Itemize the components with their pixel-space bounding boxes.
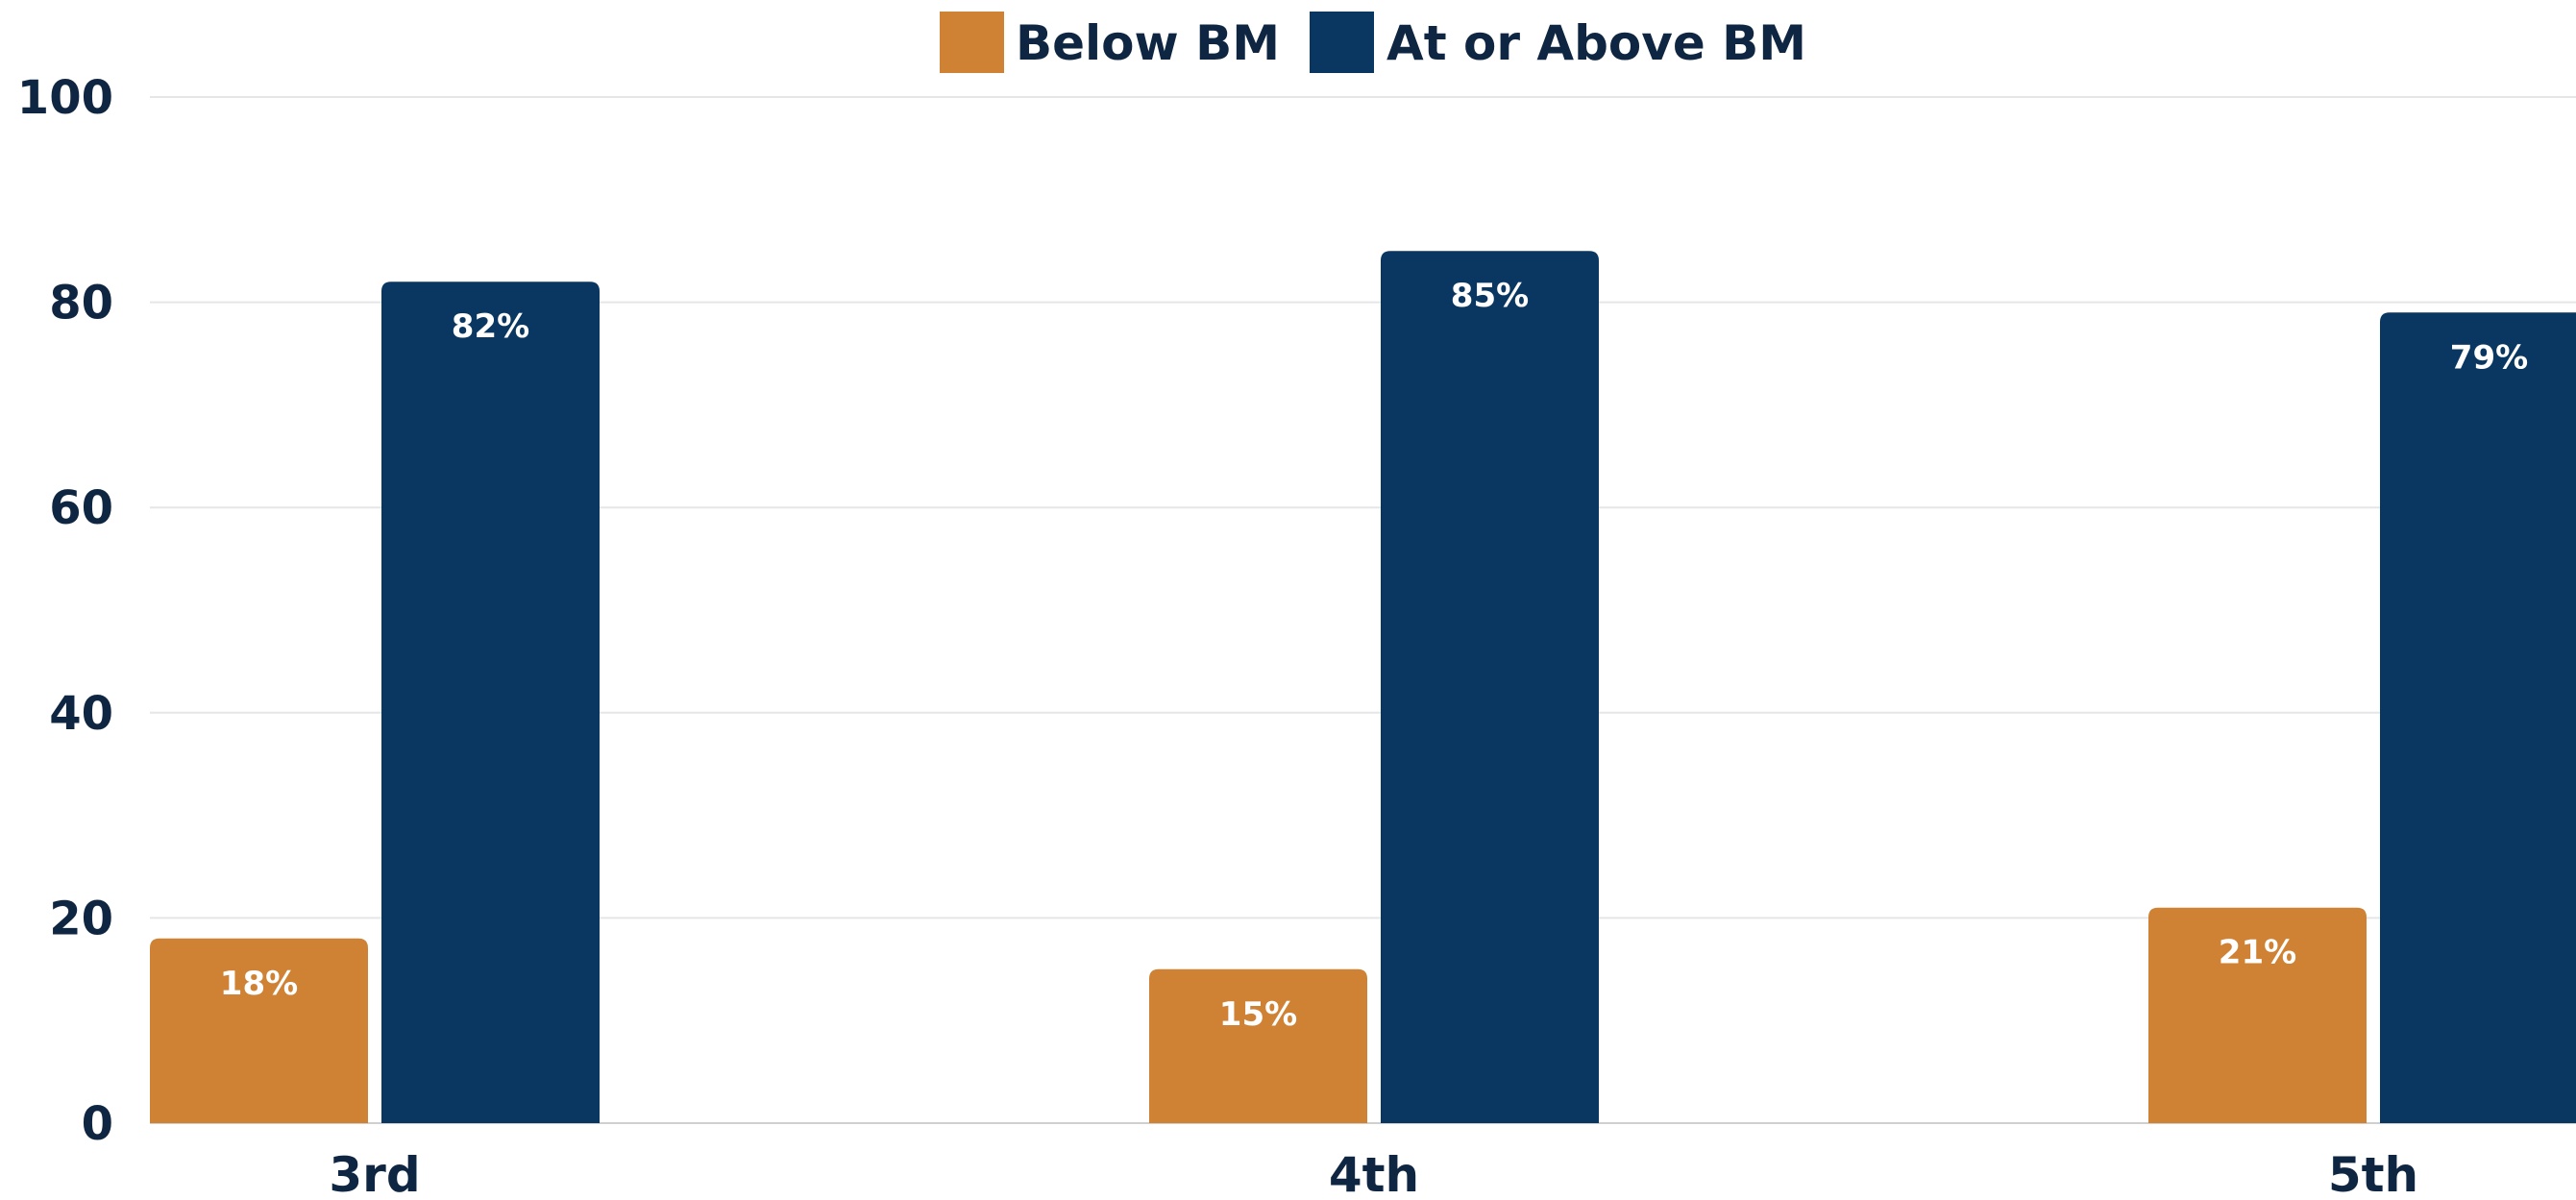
bars: 18% 82% 15% 85% 21% 79% (150, 251, 2576, 1123)
legend-swatch (1310, 12, 1374, 73)
y-axis-ticks: 0 20 40 60 80 100 (17, 71, 113, 1151)
data-label: 82% (452, 307, 529, 346)
x-axis-ticks: 3rd 4th 5th (329, 1147, 2418, 1200)
bar-4th-at-or-above-bm (1381, 251, 1599, 1123)
data-label: 21% (2219, 934, 2296, 972)
legend-item-below-bm: Below BM (940, 12, 1280, 73)
data-label: 15% (1219, 995, 1297, 1034)
y-tick-label: 80 (49, 277, 113, 331)
legend-swatch (940, 12, 1004, 73)
legend-item-at-or-above-bm: At or Above BM (1310, 12, 1806, 73)
legend-label: At or Above BM (1386, 15, 1806, 71)
y-tick-label: 20 (49, 892, 113, 945)
bar-5th-at-or-above-bm (2380, 312, 2576, 1123)
data-label: 79% (2450, 338, 2528, 377)
bar-4th-below-bm (1149, 968, 1367, 1123)
x-tick-label: 5th (2328, 1147, 2418, 1200)
y-tick-label: 40 (49, 687, 113, 741)
y-tick-label: 60 (49, 481, 113, 535)
bar-3rd-below-bm (150, 938, 368, 1123)
bar-3rd-at-or-above-bm (381, 282, 600, 1123)
legend-label: Below BM (1016, 15, 1280, 71)
data-label: 18% (220, 965, 298, 1003)
data-label: 85% (1451, 277, 1529, 315)
y-tick-label: 0 (82, 1097, 113, 1151)
y-tick-label: 100 (17, 71, 113, 125)
bar-5th-below-bm (2148, 907, 2367, 1123)
x-tick-label: 4th (1329, 1147, 1419, 1200)
legend: Below BM At or Above BM (940, 12, 1806, 73)
x-tick-label: 3rd (329, 1147, 420, 1200)
